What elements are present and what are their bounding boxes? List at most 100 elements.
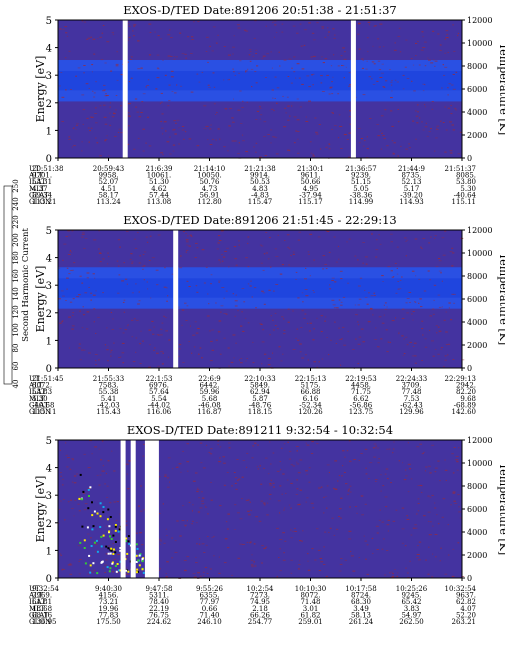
table-cell: 114.99 xyxy=(349,198,374,206)
colorbar-tick-label: 160 xyxy=(12,269,20,282)
table-cell: 136.95 xyxy=(32,618,57,626)
noise-dot xyxy=(181,53,185,55)
noise-dot xyxy=(331,277,335,279)
noise-dot xyxy=(104,140,107,142)
noise-dot xyxy=(441,280,443,282)
noise-dot xyxy=(223,79,225,81)
noise-dot xyxy=(322,255,326,257)
noise-dot xyxy=(127,324,129,326)
noise-dot xyxy=(206,444,208,446)
noise-dot xyxy=(224,108,228,110)
noise-dot xyxy=(140,510,143,512)
noise-dot xyxy=(151,320,154,322)
noise-dot xyxy=(373,63,376,65)
noise-dot xyxy=(379,243,382,245)
noise-dot xyxy=(62,320,64,322)
noise-dot xyxy=(312,73,315,75)
noise-dot xyxy=(64,519,66,521)
table-cell: 65.42 xyxy=(401,598,421,606)
structure-dot xyxy=(89,571,92,574)
noise-dot xyxy=(396,267,398,269)
structure-dot xyxy=(102,511,105,514)
table-cell: 21:51:37 xyxy=(445,165,476,173)
structure-dot xyxy=(115,570,118,573)
table-cell: 2942. xyxy=(456,382,476,390)
noise-dot xyxy=(271,67,273,69)
noise-dot xyxy=(125,520,128,522)
table-cell: -52.34 xyxy=(299,401,322,409)
structure-dot xyxy=(119,560,122,563)
noise-dot xyxy=(325,146,328,148)
structure-dot xyxy=(88,554,91,557)
noise-dot xyxy=(449,121,452,123)
noise-dot xyxy=(201,543,205,545)
noise-dot xyxy=(69,251,72,253)
noise-dot xyxy=(115,95,118,96)
noise-dot xyxy=(424,65,427,67)
noise-dot xyxy=(272,482,275,484)
noise-dot xyxy=(148,145,152,147)
noise-dot xyxy=(109,112,111,114)
noise-dot xyxy=(71,146,73,148)
noise-dot xyxy=(313,291,315,293)
structure-dot xyxy=(109,567,112,570)
noise-dot xyxy=(288,458,292,460)
noise-dot xyxy=(444,359,447,361)
noise-dot xyxy=(195,562,198,564)
noise-dot xyxy=(260,500,264,502)
structure-dot xyxy=(110,547,113,550)
table-cell: 115.47 xyxy=(248,198,273,206)
table-cell: 21:30:1 xyxy=(297,165,324,173)
y2-tick-label: 8000 xyxy=(467,482,487,491)
noise-dot xyxy=(361,67,364,69)
noise-dot xyxy=(368,76,372,78)
noise-dot xyxy=(388,448,391,450)
noise-dot xyxy=(90,127,93,129)
table-cell: 4.51 xyxy=(101,185,117,193)
structure-dot xyxy=(87,488,90,491)
noise-dot xyxy=(89,440,92,442)
noise-dot xyxy=(421,453,424,455)
noise-dot xyxy=(306,497,309,499)
noise-dot xyxy=(133,25,135,27)
noise-dot xyxy=(276,87,280,89)
noise-dot xyxy=(249,285,252,287)
table-cell: 254.77 xyxy=(248,618,273,626)
noise-dot xyxy=(165,573,167,575)
noise-dot xyxy=(324,320,326,322)
noise-dot xyxy=(59,449,61,451)
table-cell: 5849. xyxy=(250,382,270,390)
noise-dot xyxy=(270,463,272,465)
noise-dot xyxy=(135,337,138,339)
noise-dot xyxy=(416,554,420,555)
noise-dot xyxy=(239,60,242,62)
noise-dot xyxy=(246,358,248,359)
noise-dot xyxy=(390,110,393,112)
noise-dot xyxy=(319,557,323,559)
y-axis-label: Energy [eV] xyxy=(34,476,47,543)
noise-dot xyxy=(198,353,200,355)
table-cell: 123.75 xyxy=(349,408,374,416)
noise-dot xyxy=(385,506,388,508)
noise-dot xyxy=(270,142,272,144)
noise-dot xyxy=(326,337,328,338)
noise-dot xyxy=(290,537,293,539)
noise-dot xyxy=(292,25,296,27)
noise-dot xyxy=(62,259,64,261)
noise-dot xyxy=(219,457,221,459)
noise-dot xyxy=(179,32,182,34)
noise-dot xyxy=(281,316,284,318)
colorbar-frame xyxy=(3,185,13,385)
table-row-label: ALT xyxy=(28,382,43,390)
noise-dot xyxy=(305,295,309,297)
structure-dot xyxy=(91,528,94,531)
noise-dot xyxy=(184,131,187,133)
noise-dot xyxy=(125,567,128,569)
noise-dot xyxy=(250,559,254,561)
noise-dot xyxy=(386,448,389,450)
y2-tick-label: 12000 xyxy=(467,436,492,445)
noise-dot xyxy=(442,254,446,256)
noise-dot xyxy=(434,471,437,473)
table-cell: 10:10:30 xyxy=(295,585,326,593)
noise-dot xyxy=(244,317,247,319)
